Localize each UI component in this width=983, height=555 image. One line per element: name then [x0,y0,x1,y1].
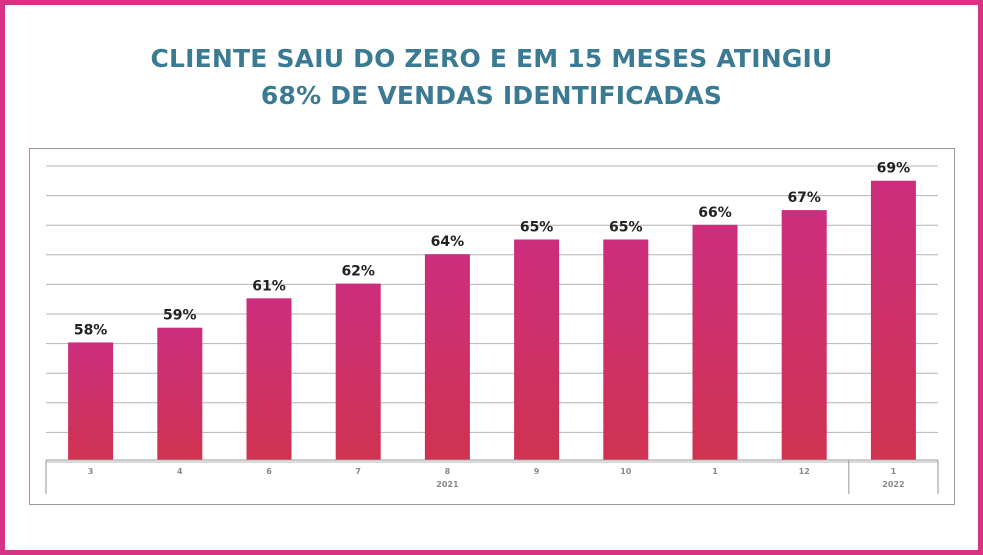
bar [424,254,470,460]
chart-title: CLIENTE SAIU DO ZERO E EM 15 MESES ATING… [0,40,983,114]
chart-area: 58% 59% 61% 62% 64% 65% 65% 66% 67% 69% 3 4 6 7 8 9 10 1… [29,148,955,505]
bar [870,180,916,460]
data-label: 65% [609,220,643,236]
data-label: 58% [74,322,108,338]
x-tick-label: 12 [799,467,810,476]
data-label: 65% [520,220,554,236]
title-line-1: CLIENTE SAIU DO ZERO E EM 15 MESES ATING… [150,44,833,73]
x-tick-label: 9 [534,467,540,476]
bar [692,224,738,460]
x-tick-label: 8 [445,467,451,476]
x-tick-label: 1 [712,467,718,476]
bar [335,283,381,460]
x-tick-label: 6 [266,467,272,476]
data-label: 69% [877,161,911,177]
x-tick-label: 3 [88,467,94,476]
x-tick-label: 1 [891,467,897,476]
data-label: 64% [431,234,465,250]
title-line-2: 68% DE VENDAS IDENTIFICADAS [260,81,723,110]
x-axis: 3 4 6 7 8 9 10 1 12 1 2021 2022 [45,459,939,494]
x-tick-label: 10 [620,467,632,476]
bar-chart: 58% 59% 61% 62% 64% 65% 65% 66% 67% 69% 3 4 6 7 8 9 10 1… [45,161,939,494]
bar [68,342,114,460]
bar [157,327,203,460]
data-label: 62% [341,264,375,280]
data-label: 66% [698,205,732,221]
data-label: 67% [787,190,821,206]
x-tick-label: 4 [177,467,183,476]
data-label: 59% [163,308,197,324]
data-label: 61% [252,278,286,294]
bar [781,210,827,460]
bar [514,239,560,460]
bar [603,239,649,460]
data-labels: 58% 59% 61% 62% 64% 65% 65% 66% 67% 69% [74,161,910,339]
x-tick-label: 7 [355,467,361,476]
x-group-label: 2022 [882,480,904,489]
bars [68,180,916,460]
x-group-label: 2021 [436,480,459,489]
bar [246,298,292,460]
